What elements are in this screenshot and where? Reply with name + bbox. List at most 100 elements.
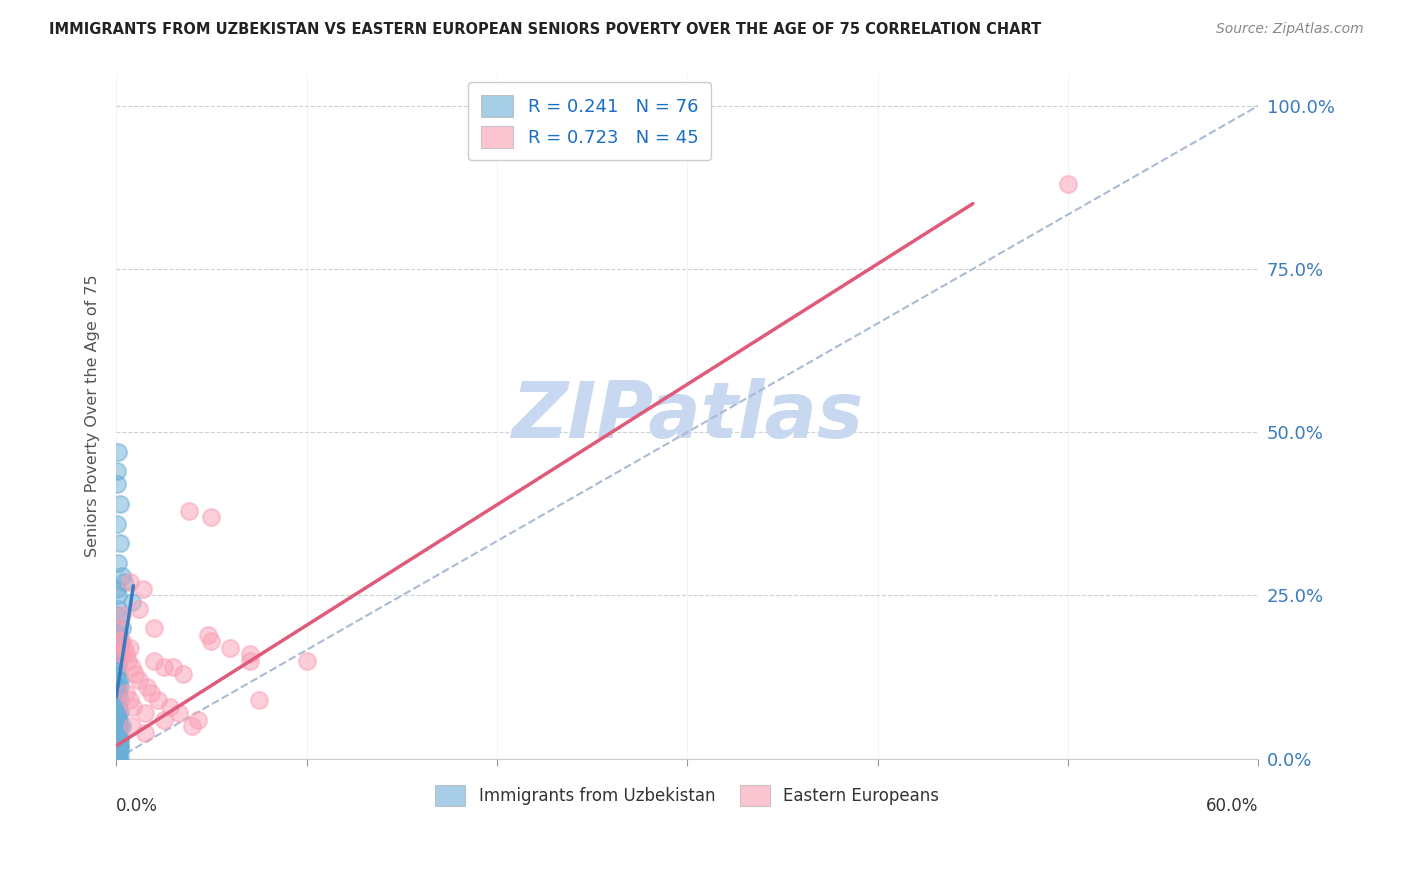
Point — [177, 503, 200, 517]
Point — [132, 582, 155, 596]
Point — [124, 666, 146, 681]
Point — [107, 621, 129, 635]
Point — [107, 725, 129, 739]
Point — [107, 713, 129, 727]
Point — [105, 739, 128, 753]
Point — [107, 628, 129, 642]
Point — [197, 628, 219, 642]
Point — [107, 699, 129, 714]
Point — [121, 595, 143, 609]
Point — [143, 621, 166, 635]
Point — [105, 752, 128, 766]
Point — [108, 752, 131, 766]
Point — [105, 713, 128, 727]
Point — [107, 719, 129, 733]
Point — [105, 666, 128, 681]
Point — [105, 745, 128, 759]
Point — [107, 640, 129, 655]
Point — [105, 699, 128, 714]
Point — [128, 673, 150, 688]
Point — [107, 752, 129, 766]
Point — [105, 719, 128, 733]
Point — [111, 569, 134, 583]
Point — [122, 699, 145, 714]
Point — [139, 686, 162, 700]
Point — [295, 654, 318, 668]
Point — [114, 647, 136, 661]
Point — [108, 719, 131, 733]
Point — [117, 654, 139, 668]
Point — [105, 477, 128, 491]
Point — [107, 706, 129, 720]
Point — [105, 582, 128, 596]
Point — [111, 719, 134, 733]
Point — [111, 608, 134, 623]
Point — [153, 713, 176, 727]
Point — [108, 673, 131, 688]
Text: IMMIGRANTS FROM UZBEKISTAN VS EASTERN EUROPEAN SENIORS POVERTY OVER THE AGE OF 7: IMMIGRANTS FROM UZBEKISTAN VS EASTERN EU… — [49, 22, 1042, 37]
Point — [219, 640, 242, 655]
Point — [121, 719, 143, 733]
Point — [107, 660, 129, 674]
Point — [107, 445, 129, 459]
Text: Source: ZipAtlas.com: Source: ZipAtlas.com — [1216, 22, 1364, 37]
Point — [105, 464, 128, 478]
Point — [187, 713, 209, 727]
Point — [107, 752, 129, 766]
Point — [107, 713, 129, 727]
Point — [105, 745, 128, 759]
Point — [107, 654, 129, 668]
Point — [111, 634, 134, 648]
Point — [105, 693, 128, 707]
Point — [143, 654, 166, 668]
Point — [134, 725, 156, 739]
Point — [107, 713, 129, 727]
Text: 60.0%: 60.0% — [1206, 797, 1258, 814]
Point — [238, 654, 260, 668]
Y-axis label: Seniors Poverty Over the Age of 75: Seniors Poverty Over the Age of 75 — [86, 275, 100, 558]
Point — [108, 739, 131, 753]
Point — [247, 693, 270, 707]
Text: ZIPatlas: ZIPatlas — [512, 378, 863, 454]
Point — [108, 634, 131, 648]
Point — [107, 673, 129, 688]
Point — [107, 725, 129, 739]
Point — [159, 699, 181, 714]
Point — [153, 660, 176, 674]
Point — [107, 654, 129, 668]
Legend: Immigrants from Uzbekistan, Eastern Europeans: Immigrants from Uzbekistan, Eastern Euro… — [429, 779, 946, 813]
Point — [118, 693, 141, 707]
Point — [200, 510, 222, 524]
Point — [107, 725, 129, 739]
Point — [105, 739, 128, 753]
Text: 0.0%: 0.0% — [117, 797, 157, 814]
Point — [238, 647, 260, 661]
Point — [146, 693, 169, 707]
Point — [105, 608, 128, 623]
Point — [162, 660, 184, 674]
Point — [105, 725, 128, 739]
Point — [107, 686, 129, 700]
Point — [107, 745, 129, 759]
Point — [108, 739, 131, 753]
Point — [107, 699, 129, 714]
Point — [107, 739, 129, 753]
Point — [107, 601, 129, 615]
Point — [107, 745, 129, 759]
Point — [105, 725, 128, 739]
Point — [107, 739, 129, 753]
Point — [105, 732, 128, 747]
Point — [108, 732, 131, 747]
Point — [108, 680, 131, 694]
Point — [121, 660, 143, 674]
Point — [107, 732, 129, 747]
Point — [108, 706, 131, 720]
Point — [107, 732, 129, 747]
Point — [200, 634, 222, 648]
Point — [107, 745, 129, 759]
Point — [118, 575, 141, 590]
Point — [107, 589, 129, 603]
Point — [172, 666, 194, 681]
Point — [108, 745, 131, 759]
Point — [107, 686, 129, 700]
